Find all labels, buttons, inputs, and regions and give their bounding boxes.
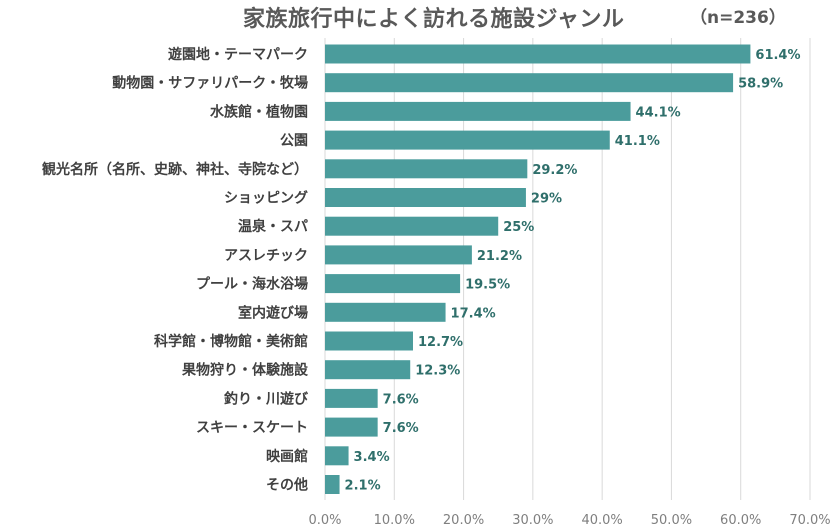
category-label: 室内遊び場	[238, 304, 308, 321]
data-label: 29%	[531, 192, 562, 207]
category-label: 遊園地・テーマパーク	[168, 46, 308, 63]
category-labels: 遊園地・テーマパーク動物園・サファリパーク・牧場水族館・植物園公園観光名所（名所…	[42, 46, 309, 494]
x-axis-ticks: 0.0% 10.0% 20.0% 30.0% 40.0% 50.0% 60.0% 70.0%	[308, 513, 830, 528]
bar	[325, 417, 378, 437]
value-labels: 61.4% 58.9% 44.1% 41.1% 29.2% 29% 25% 21.2% 19.5…	[345, 48, 801, 494]
bar	[325, 73, 734, 93]
data-label: 7.6%	[383, 392, 419, 407]
data-label: 25%	[503, 220, 534, 235]
data-label: 61.4%	[755, 48, 800, 63]
bar	[325, 475, 340, 494]
category-label: 公園	[280, 133, 308, 149]
chart-title: 家族旅行中によく訪れる施設ジャンル	[243, 7, 625, 32]
bar	[325, 331, 413, 351]
bar	[325, 44, 751, 64]
bar	[325, 446, 349, 466]
category-label: ショッピング	[224, 190, 308, 207]
chart-title-area: 家族旅行中によく訪れる施設ジャンル （n=236）	[0, 0, 840, 32]
category-label: 観光名所（名所、史跡、神社、寺院など）	[42, 161, 308, 178]
data-label: 7.6%	[383, 421, 419, 436]
x-tick-label: 70.0%	[789, 513, 830, 528]
bar	[325, 274, 461, 294]
bar	[325, 188, 526, 207]
category-label: その他	[266, 477, 308, 494]
data-label: 44.1%	[636, 105, 681, 120]
chart-subtitle: （n=236）	[690, 8, 786, 28]
x-tick-label: 20.0%	[443, 513, 484, 528]
bar	[325, 130, 610, 150]
category-label: アスレチック	[224, 248, 308, 264]
data-label: 12.7%	[418, 335, 463, 350]
data-label: 12.3%	[415, 364, 460, 379]
bar	[325, 302, 446, 322]
category-label: 動物園・サファリパーク・牧場	[112, 75, 308, 92]
category-label: 果物狩り・体験施設	[181, 362, 309, 379]
x-tick-label: 0.0%	[308, 513, 341, 528]
data-label: 17.4%	[451, 306, 496, 321]
bars	[325, 44, 751, 494]
bar	[325, 101, 631, 121]
x-tick-label: 30.0%	[512, 513, 553, 528]
data-label: 3.4%	[354, 450, 390, 465]
bar	[325, 245, 472, 265]
category-label: 水族館・植物園	[210, 103, 308, 120]
category-label: プール・海水浴場	[196, 276, 308, 293]
bar	[325, 216, 499, 236]
x-tick-label: 40.0%	[581, 513, 622, 528]
bar	[325, 360, 411, 380]
bar	[325, 388, 378, 408]
category-label: 釣り・川遊び	[224, 390, 309, 407]
x-tick-label: 60.0%	[720, 513, 761, 528]
category-label: 温泉・スパ	[238, 218, 308, 235]
data-label: 58.9%	[738, 77, 783, 92]
data-label: 21.2%	[477, 249, 522, 264]
data-label: 19.5%	[465, 278, 510, 293]
category-label: スキー・スケート	[196, 420, 308, 436]
data-label: 29.2%	[532, 163, 577, 178]
bar	[325, 159, 528, 179]
category-label: 映画館	[266, 448, 308, 465]
x-tick-label: 10.0%	[374, 513, 415, 528]
x-tick-label: 50.0%	[651, 513, 692, 528]
category-label: 科学館・博物館・美術館	[154, 333, 308, 350]
data-label: 2.1%	[345, 479, 381, 494]
data-label: 41.1%	[615, 134, 660, 149]
